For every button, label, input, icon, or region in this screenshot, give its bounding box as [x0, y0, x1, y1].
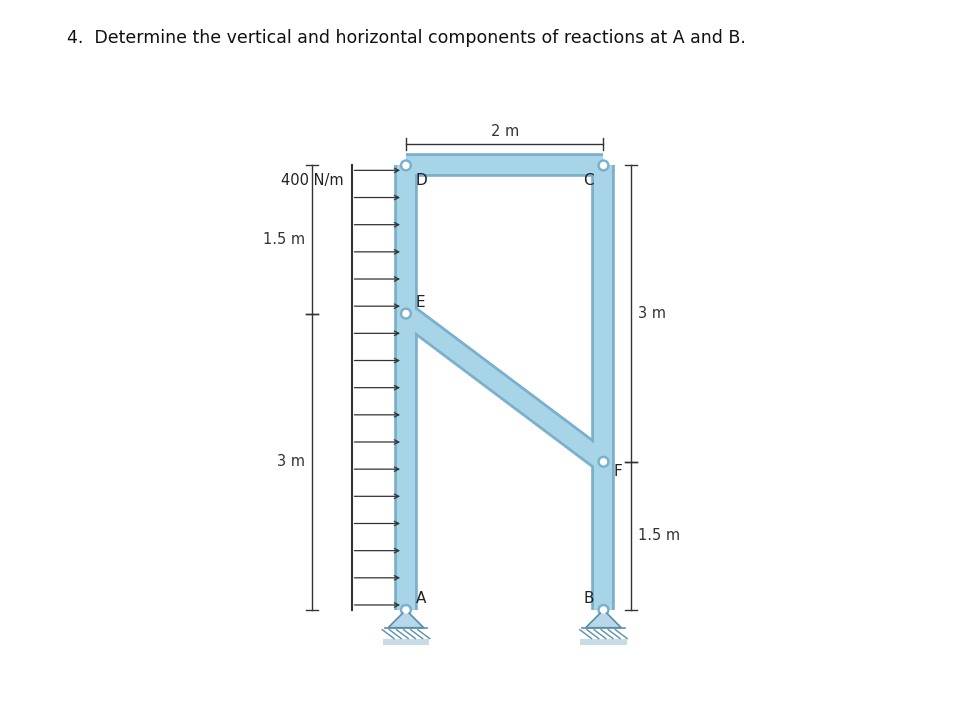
Circle shape — [598, 456, 609, 467]
Circle shape — [400, 605, 411, 616]
Circle shape — [400, 160, 411, 171]
Text: B: B — [583, 591, 593, 606]
Polygon shape — [586, 610, 621, 628]
Text: 1.5 m: 1.5 m — [263, 232, 305, 247]
Circle shape — [400, 308, 411, 319]
Circle shape — [601, 607, 607, 613]
Text: 1.5 m: 1.5 m — [638, 528, 681, 544]
Circle shape — [601, 459, 607, 464]
Text: 2 m: 2 m — [491, 124, 518, 139]
Text: 400 N/m: 400 N/m — [281, 173, 344, 188]
Text: 4.  Determine the vertical and horizontal components of reactions at A and B.: 4. Determine the vertical and horizontal… — [67, 29, 746, 47]
Polygon shape — [383, 639, 429, 645]
Circle shape — [598, 605, 609, 616]
Circle shape — [403, 310, 409, 317]
Text: F: F — [613, 464, 622, 479]
Text: C: C — [583, 174, 593, 189]
Circle shape — [403, 163, 409, 168]
Text: A: A — [416, 591, 426, 606]
Text: E: E — [416, 294, 425, 310]
Circle shape — [601, 163, 607, 168]
Text: 3 m: 3 m — [277, 454, 305, 469]
Circle shape — [403, 607, 409, 613]
Text: 3 m: 3 m — [638, 306, 666, 321]
Text: D: D — [416, 174, 427, 189]
Polygon shape — [388, 610, 423, 628]
Polygon shape — [581, 639, 627, 645]
Circle shape — [598, 160, 609, 171]
